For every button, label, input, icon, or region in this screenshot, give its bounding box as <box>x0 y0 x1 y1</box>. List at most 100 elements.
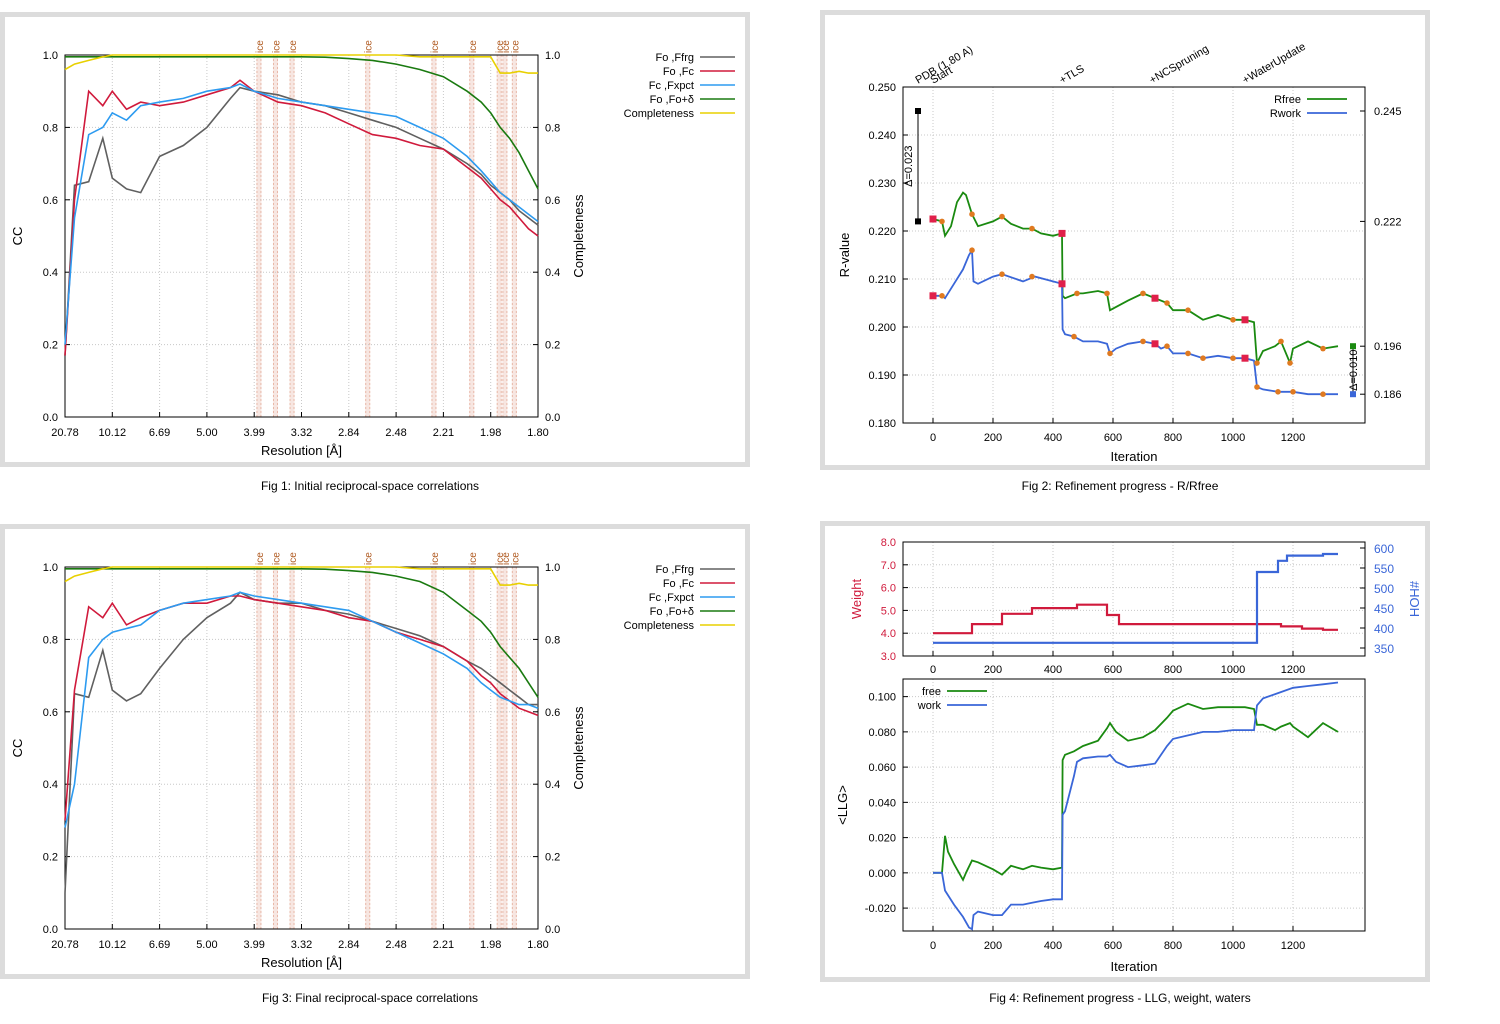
fig2-ylabel: R-value <box>837 233 852 278</box>
fig1-ice-label: ice <box>364 40 375 53</box>
fig2-ytick-label: 0.230 <box>868 178 896 190</box>
fig2-marker-red <box>1058 229 1066 237</box>
fig1-xlabel: Resolution [Å] <box>261 443 342 458</box>
fig1-caption: Fig 1: Initial reciprocal-space correlat… <box>260 479 480 493</box>
fig2-right-label: 0.186 <box>1374 389 1402 401</box>
fig3-ice-label: ice <box>510 552 521 565</box>
fig1-xtick-label: 20.78 <box>51 427 79 439</box>
fig3-panel: ice ice ice ice ice ice ice ice ice 0.0 0.0 0.2 0.2 0… <box>0 524 750 979</box>
fig1-ytick-label: 1.0 <box>43 50 58 62</box>
fig3-xtick-label: 1.98 <box>480 939 501 951</box>
fig4-panel: 3.0 4.0 5.0 6.0 7.0 8.0 350 400 450 500 550 600 0 200… <box>820 521 1430 982</box>
fig2-xtick-label: 1000 <box>1221 432 1245 444</box>
fig2-ytick-label: 0.190 <box>868 370 896 382</box>
fig1-ice-label: ice <box>510 40 521 53</box>
fig2-delta-free-label: Δ=0.023 <box>903 146 915 187</box>
fig1-y2tick-label: 1.0 <box>545 50 560 62</box>
fig3-ice-band <box>469 567 475 929</box>
fig4-bottom-series-group <box>933 681 1339 931</box>
fig1-xtick-label: 3.32 <box>291 427 312 439</box>
fig2-legend-label: Rwork <box>1270 108 1302 120</box>
fig1-ice-band <box>256 55 262 417</box>
fig1-ytick-label: 0.0 <box>43 412 58 424</box>
fig1-ice-label: ice <box>501 40 512 53</box>
fig4-bottom-xtick-label: 400 <box>1044 940 1062 952</box>
fig1-ice-band <box>502 55 508 417</box>
fig3-caption: Fig 3: Final reciprocal-space correlatio… <box>261 991 479 1005</box>
fig2-delta-work-label: Δ=0.010 <box>1348 350 1360 391</box>
fig4-top-xtick-label: 200 <box>984 664 1002 676</box>
fig3-ice-label: ice <box>468 552 479 565</box>
fig2-marker-red <box>1241 316 1249 324</box>
fig2-marker-orange <box>1029 273 1035 280</box>
fig3-y2tick-label: 0.0 <box>545 924 560 936</box>
fig4-top-xtick-label: 400 <box>1044 664 1062 676</box>
fig4-bottom-ylabel: <LLG> <box>835 785 850 825</box>
fig2-right-label: 0.196 <box>1374 341 1402 353</box>
fig4-bottom-series-rwork <box>933 681 1339 931</box>
fig1-panel: ice ice ice ice ice ice ice ice ice 0.0 0.0 0.2 0.2 0… <box>0 12 750 467</box>
fig1-series-fo_fc <box>64 79 539 356</box>
fig1-series-fc_fxpct <box>64 83 539 345</box>
fig4-bottom-plot-frame <box>902 678 1366 932</box>
fig2-legend-label: Rfree <box>1274 94 1301 106</box>
fig1-ice-band <box>496 55 502 417</box>
fig3-legend-label: Fc ,Fxpct <box>649 592 694 604</box>
fig1-ice-band <box>289 55 295 417</box>
fig3-xtick-label: 3.32 <box>291 939 312 951</box>
fig2-marker-orange <box>1185 350 1191 357</box>
fig2-marker-orange <box>1200 355 1206 362</box>
fig3-ytick-label: 0.4 <box>43 779 58 791</box>
fig1-xtick-label: 1.98 <box>480 427 501 439</box>
fig2-marker-orange <box>1230 317 1236 323</box>
fig3-xlabel: Resolution [Å] <box>261 955 342 970</box>
fig2-xtick-label: 0 <box>930 432 936 444</box>
fig3-ice-band <box>511 567 517 929</box>
fig2-marker-orange <box>939 293 945 299</box>
fig4-bottom-ytick-label: 0.020 <box>868 833 896 845</box>
fig2-stage-label: +NCSpruning <box>1148 43 1211 87</box>
fig3-y2tick-label: 0.4 <box>545 779 560 791</box>
fig4-top-y2tick-label: 400 <box>1374 622 1394 636</box>
fig2-ytick-label: 0.250 <box>868 82 896 94</box>
fig3-ice-label: ice <box>495 552 506 565</box>
fig4-top-y2tick-label: 550 <box>1374 562 1394 576</box>
fig1-ice-label: ice <box>255 40 266 53</box>
fig2-series-rfree <box>932 191 1339 367</box>
fig3-ice-band <box>365 567 371 929</box>
fig4-bottom-legend-label: work <box>917 700 942 712</box>
fig3-ice-label: ice <box>271 552 282 565</box>
fig1-ice-label: ice <box>288 40 299 53</box>
fig3-legend-label: Completeness <box>624 620 695 632</box>
fig4-top-xtick-label: 600 <box>1104 664 1122 676</box>
fig2-marker-orange <box>1290 389 1296 395</box>
fig2-marker-orange <box>1104 290 1110 297</box>
fig2-marker-red <box>1058 280 1066 288</box>
fig1-xtick-label: 1.80 <box>527 427 548 439</box>
fig3-ice-band <box>256 567 262 929</box>
fig1-ytick-label: 0.8 <box>43 122 58 134</box>
fig3-ice-band <box>431 567 437 929</box>
fig4-bottom-xtick-label: 600 <box>1104 940 1122 952</box>
fig4-bottom-ytick-label: 0.100 <box>868 692 896 704</box>
fig2-marker-red <box>1241 354 1249 362</box>
fig2-stage-label: +WaterUpdate <box>1241 41 1308 87</box>
fig2-marker-red <box>1151 340 1159 348</box>
fig2-marker-orange <box>999 213 1005 220</box>
fig1-ice-band <box>431 55 437 417</box>
fig3-y2tick-label: 0.8 <box>545 634 560 646</box>
fig2-right-label: 0.222 <box>1374 216 1402 228</box>
fig3-ice-label: ice <box>364 552 375 565</box>
fig3-ice-band <box>496 567 502 929</box>
fig4-top-xtick-label: 0 <box>930 664 936 676</box>
fig1-ytick-label: 0.4 <box>43 267 58 279</box>
fig3-ytick-label: 0.0 <box>43 924 58 936</box>
fig2-marker-orange <box>1254 384 1260 390</box>
fig3-series-completeness <box>64 566 538 586</box>
fig3-xtick-label: 1.80 <box>527 939 548 951</box>
fig4-bottom-ytick-label: 0.000 <box>868 868 896 880</box>
fig2-marker-orange <box>1107 350 1113 357</box>
fig4-top-y2tick-label: 600 <box>1374 542 1394 556</box>
fig2-xtick-label: 200 <box>984 432 1002 444</box>
fig3-series-fo_ffrg <box>64 591 538 893</box>
